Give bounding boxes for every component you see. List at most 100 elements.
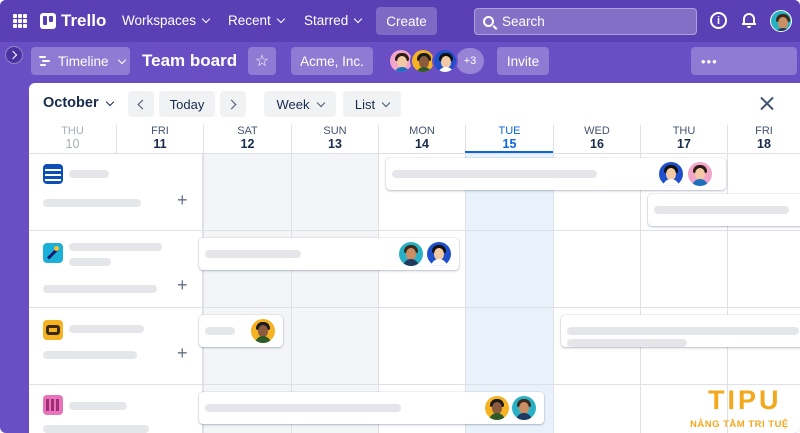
recent-label: Recent: [228, 13, 271, 28]
add-card-button[interactable]: +: [177, 343, 188, 363]
group-row[interactable]: [29, 385, 203, 433]
starred-label: Starred: [304, 13, 349, 28]
previous-button[interactable]: [128, 91, 154, 117]
row-divider: [29, 307, 800, 308]
day-header: MON 14: [378, 125, 465, 153]
day-header: FRI 11: [116, 125, 203, 153]
card-member-avatar: [512, 396, 536, 420]
weekend-column: [291, 154, 378, 433]
workspaces-label: Workspaces: [122, 13, 197, 28]
day-column: [378, 154, 465, 433]
day-header: SAT 12: [203, 125, 291, 153]
timeline-card[interactable]: [199, 315, 283, 347]
day-header: THU 10: [61, 125, 84, 151]
chevron-down-icon: [316, 98, 325, 107]
list-icon: [43, 164, 63, 184]
today-column: [465, 154, 553, 433]
top-navigation: Trello Workspaces Recent Starred Create …: [0, 0, 800, 42]
card-member-avatar: [251, 319, 275, 343]
trello-logo-icon: [40, 13, 56, 29]
workspaces-menu[interactable]: Workspaces: [122, 13, 211, 28]
search-input[interactable]: Search: [474, 8, 697, 35]
invite-button[interactable]: Invite: [497, 47, 549, 75]
view-mode-selector[interactable]: List: [343, 91, 401, 117]
day-header: WED 16: [553, 125, 640, 153]
timeline-grid: + + +: [29, 153, 800, 433]
trello-logo[interactable]: Trello: [40, 11, 106, 31]
puzzle-icon: [43, 320, 63, 340]
group-row[interactable]: +: [29, 231, 203, 307]
view-mode-label: List: [354, 96, 376, 112]
timeline-card[interactable]: [648, 194, 800, 226]
chevron-down-icon: [201, 14, 211, 24]
group-row[interactable]: +: [29, 308, 203, 384]
add-card-button[interactable]: +: [177, 190, 188, 210]
timeline-panel: October Today Week List THU 10: [29, 83, 800, 433]
day-header: SUN 13: [291, 125, 378, 153]
bell-icon[interactable]: [742, 12, 756, 28]
range-label: Week: [276, 96, 310, 112]
today-indicator: [465, 151, 553, 153]
day-column: [553, 154, 640, 433]
day-column: [727, 154, 800, 433]
member-avatar[interactable]: [432, 48, 458, 74]
user-avatar[interactable]: [770, 10, 792, 32]
timeline-icon: [39, 56, 50, 66]
timeline-card[interactable]: [199, 238, 459, 270]
card-member-avatar: [659, 162, 683, 186]
member-avatar[interactable]: [388, 48, 414, 74]
tools-icon: [43, 243, 63, 263]
next-button[interactable]: [220, 91, 246, 117]
board-header: Timeline Team board ☆ Acme, Inc. +3 Invi…: [0, 42, 800, 82]
sidebar-expand-icon[interactable]: [5, 46, 23, 64]
card-detail: [561, 336, 800, 350]
workspace-button[interactable]: Acme, Inc.: [291, 47, 373, 75]
day-column: [640, 154, 727, 433]
create-button[interactable]: Create: [376, 7, 437, 35]
timeline-card[interactable]: [386, 158, 726, 190]
view-switcher-button[interactable]: Timeline: [31, 47, 130, 75]
more-options-button[interactable]: •••: [691, 47, 797, 75]
month-label: October: [43, 95, 99, 111]
chevron-right-icon: [226, 99, 237, 109]
star-icon[interactable]: ☆: [248, 47, 276, 75]
view-label: Timeline: [58, 53, 109, 69]
close-icon[interactable]: [760, 96, 775, 111]
day-header: THU 17: [640, 125, 727, 153]
row-divider: [29, 384, 800, 385]
chevron-down-icon: [117, 55, 126, 64]
info-icon[interactable]: i: [710, 12, 727, 29]
watermark-logo: TIPU NÂNG TẦM TRI TUỆ: [690, 385, 800, 433]
group-row[interactable]: +: [29, 154, 203, 230]
recent-menu[interactable]: Recent: [228, 13, 286, 28]
search-placeholder: Search: [502, 14, 545, 29]
watermark-tagline: NÂNG TẦM TRI TUỆ: [690, 419, 789, 430]
chevron-down-icon: [105, 97, 114, 106]
grid-icon: [43, 395, 63, 415]
day-header: FRI 18: [727, 125, 800, 153]
chevron-down-icon: [381, 98, 391, 107]
logo-text: Trello: [61, 11, 107, 30]
weekend-column: [203, 154, 291, 433]
card-member-avatar: [399, 242, 423, 266]
timeline-toolbar: October Today Week List: [29, 83, 800, 125]
more-members-badge[interactable]: +3: [456, 48, 484, 74]
watermark-text: TIPU: [708, 385, 782, 415]
card-member-avatar: [427, 242, 451, 266]
chevron-left-icon: [137, 99, 148, 109]
month-selector[interactable]: October: [43, 95, 114, 111]
today-button[interactable]: Today: [159, 91, 215, 117]
card-member-avatar: [688, 162, 712, 186]
row-divider: [29, 230, 800, 231]
range-selector[interactable]: Week: [264, 91, 336, 117]
starred-menu[interactable]: Starred: [304, 13, 363, 28]
board-title[interactable]: Team board: [142, 51, 238, 70]
add-card-button[interactable]: +: [177, 275, 188, 295]
card-member-avatar: [485, 396, 509, 420]
chevron-down-icon: [354, 14, 363, 24]
board-members[interactable]: +3: [388, 48, 484, 74]
chevron-down-icon: [276, 14, 286, 24]
search-icon: [483, 16, 494, 27]
apps-grid-icon[interactable]: [13, 14, 27, 28]
timeline-card[interactable]: [199, 392, 544, 424]
